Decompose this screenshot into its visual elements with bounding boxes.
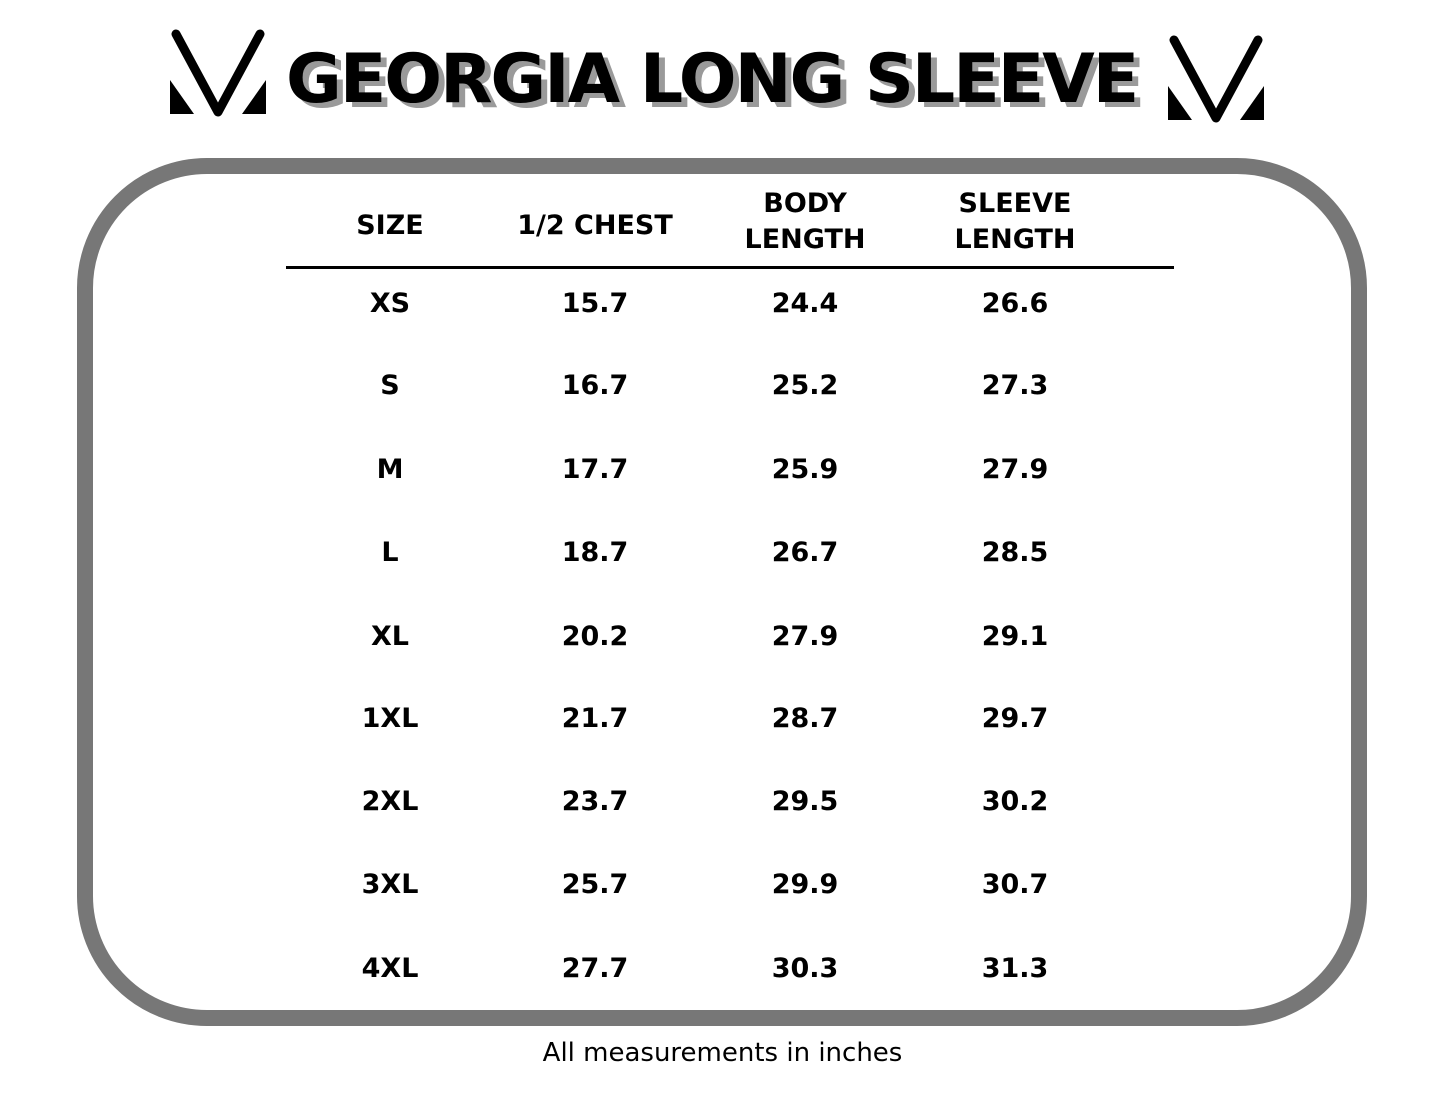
page-title: GEORGIA LONG SLEEVE	[286, 40, 1139, 119]
sleeve-length-cell: 29.1	[981, 621, 1049, 652]
size-cell: XL	[370, 621, 410, 652]
body-length-cell: 30.3	[771, 953, 839, 984]
size-cell: L	[381, 537, 399, 568]
chest-cell: 18.7	[561, 537, 629, 568]
header-line: 1/2 CHEST	[517, 210, 673, 241]
brand-logo-right	[1168, 35, 1264, 123]
chest-cell: 16.7	[561, 370, 629, 401]
sleeve-length-cell: 28.5	[981, 537, 1049, 568]
size-cell: 2XL	[361, 786, 419, 817]
chest-cell: 20.2	[561, 621, 629, 652]
brand-logo-left	[170, 29, 266, 117]
chest-cell: 25.7	[561, 869, 629, 900]
sleeve-length-cell: 31.3	[981, 953, 1049, 984]
chest-cell: 27.7	[561, 953, 629, 984]
sleeve-length-cell: 27.9	[981, 454, 1049, 485]
size-cell: M	[376, 454, 404, 485]
size-cell: 1XL	[361, 703, 419, 734]
body-length-cell: 25.2	[771, 370, 839, 401]
sleeve-length-cell: 29.7	[981, 703, 1049, 734]
sleeve-length-cell: 26.6	[981, 288, 1049, 319]
sleeve-length-cell: 30.2	[981, 786, 1049, 817]
header-line: SIZE	[356, 210, 424, 241]
header-body-length: BODY LENGTH	[695, 186, 915, 258]
header-line: LENGTH	[954, 224, 1076, 255]
size-cell: S	[380, 370, 400, 401]
body-length-cell: 25.9	[771, 454, 839, 485]
body-length-cell: 29.5	[771, 786, 839, 817]
size-cell: 4XL	[361, 953, 419, 984]
chest-cell: 23.7	[561, 786, 629, 817]
size-chart-frame	[77, 158, 1367, 1026]
size-cell: XS	[369, 288, 411, 319]
body-length-cell: 28.7	[771, 703, 839, 734]
body-length-cell: 24.4	[771, 288, 839, 319]
header-half-chest: 1/2 CHEST	[485, 208, 705, 244]
header-sleeve-length: SLEEVE LENGTH	[905, 186, 1125, 258]
body-length-cell: 27.9	[771, 621, 839, 652]
chest-cell: 15.7	[561, 288, 629, 319]
body-length-cell: 26.7	[771, 537, 839, 568]
header-size: SIZE	[280, 208, 500, 244]
header-line: BODY	[763, 188, 847, 219]
header-line: SLEEVE	[958, 188, 1072, 219]
sleeve-length-cell: 30.7	[981, 869, 1049, 900]
body-length-cell: 29.9	[771, 869, 839, 900]
footnote: All measurements in inches	[542, 1038, 903, 1068]
chest-cell: 17.7	[561, 454, 629, 485]
size-cell: 3XL	[361, 869, 419, 900]
header-divider	[286, 266, 1174, 269]
header-line: LENGTH	[744, 224, 866, 255]
chest-cell: 21.7	[561, 703, 629, 734]
sleeve-length-cell: 27.3	[981, 370, 1049, 401]
